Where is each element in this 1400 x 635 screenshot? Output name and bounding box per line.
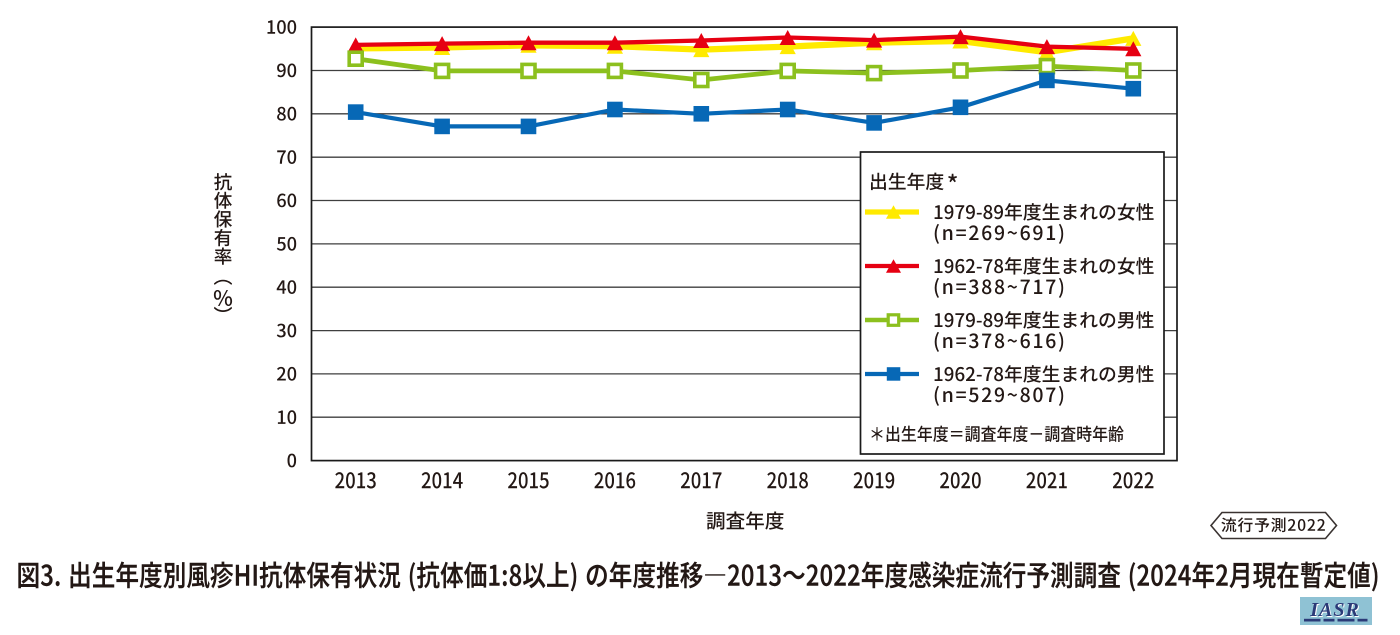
svg-text:IASR: IASR — [1310, 600, 1361, 622]
svg-text:IASR: IASR — [1309, 599, 1360, 621]
